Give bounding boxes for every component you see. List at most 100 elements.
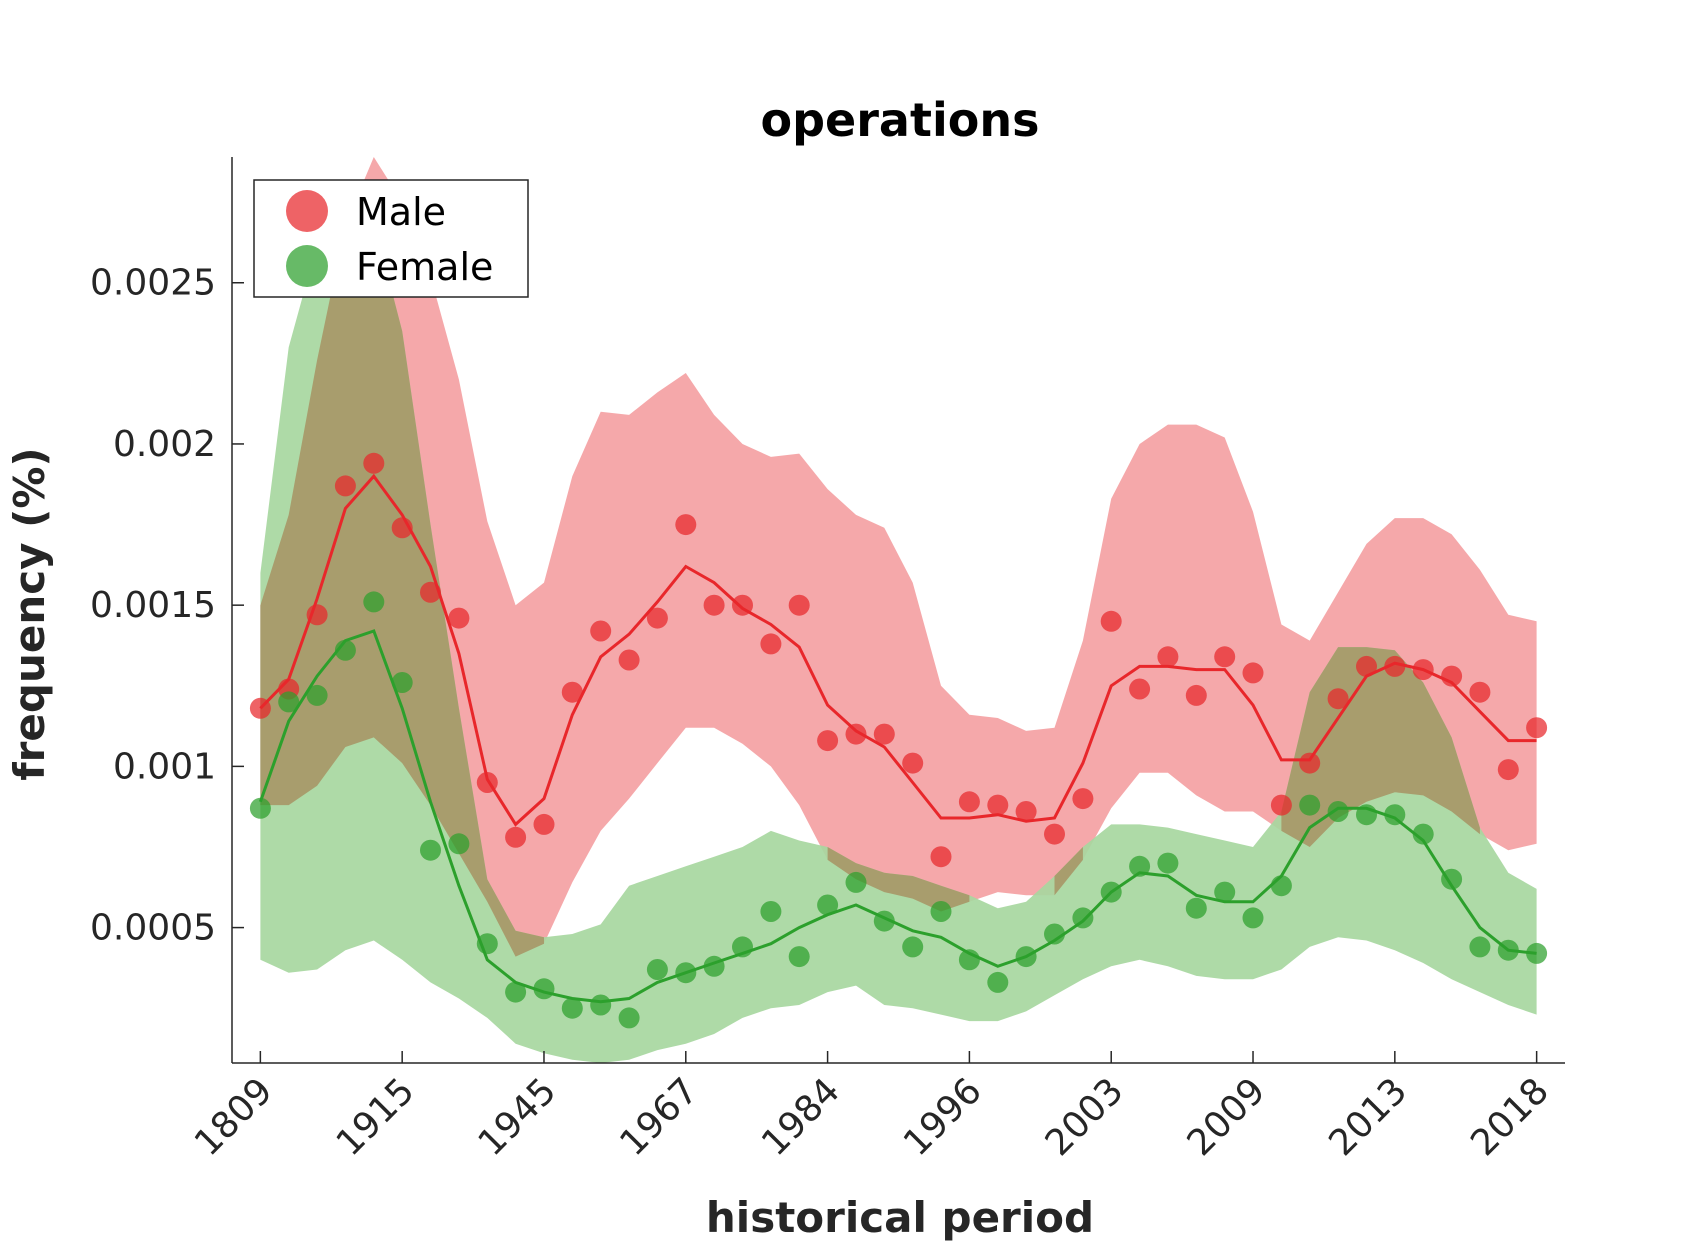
male-data-point — [1185, 684, 1207, 706]
male-data-point — [334, 475, 356, 497]
band-overlap — [1054, 847, 1083, 896]
chart-title: operations — [761, 93, 1040, 147]
male-data-point — [1100, 610, 1122, 632]
legend: Male Female — [253, 179, 529, 298]
male-data-point — [1157, 646, 1179, 668]
male-data-point — [533, 813, 555, 835]
female-data-point — [1214, 881, 1236, 903]
male-data-point — [703, 594, 725, 616]
female-data-point — [1327, 801, 1349, 822]
band-overlap — [260, 221, 544, 957]
female-confidence-band — [260, 205, 1537, 1063]
plot-area — [249, 157, 1548, 1063]
female-data-point — [505, 981, 527, 1003]
male-data-point — [1384, 655, 1406, 677]
female-data-point — [845, 871, 867, 893]
male-data-point — [1129, 678, 1151, 700]
female-data-point — [987, 971, 1009, 993]
female-data-point — [1129, 855, 1151, 877]
female-data-point — [1242, 907, 1264, 929]
female-data-point — [391, 672, 413, 693]
female-data-point — [1299, 794, 1321, 816]
legend-female-label: Female — [356, 245, 493, 289]
male-data-point — [561, 681, 583, 703]
x-tick-label: 2018 — [1463, 1070, 1557, 1164]
x-tick-label: 2013 — [1321, 1070, 1415, 1164]
female-data-point — [1044, 923, 1065, 945]
male-data-point — [1015, 801, 1037, 822]
female-data-point — [1412, 823, 1434, 845]
male-data-point — [448, 607, 470, 629]
female-data-point — [306, 684, 328, 706]
x-tick-label: 1809 — [187, 1070, 281, 1164]
female-data-point — [902, 936, 924, 958]
male-data-point — [1072, 788, 1094, 810]
male-data-point — [675, 514, 697, 536]
male-data-point — [505, 826, 527, 848]
female-data-point — [448, 833, 470, 855]
female-data-point — [1384, 804, 1406, 826]
female-data-point — [1185, 897, 1207, 919]
female-data-point — [930, 901, 952, 922]
male-data-point — [873, 723, 895, 745]
female-data-point — [646, 959, 668, 980]
male-data-point — [1270, 794, 1292, 816]
female-data-point — [278, 691, 300, 713]
male-data-point — [845, 723, 867, 745]
male-data-point — [1214, 646, 1236, 668]
female-data-point — [249, 797, 271, 819]
male-data-point — [902, 752, 924, 774]
female-data-point — [817, 894, 839, 916]
male-data-point — [1299, 752, 1321, 774]
band-overlap — [827, 847, 970, 912]
male-confidence-band — [260, 157, 1537, 957]
male-data-point — [1356, 655, 1377, 677]
female-data-point — [1469, 936, 1491, 958]
female-data-point — [1441, 868, 1463, 890]
male-data-point — [987, 794, 1009, 816]
male-data-point — [930, 846, 952, 868]
male-data-point — [1044, 823, 1065, 845]
male-data-point — [760, 633, 782, 655]
y-tick-label: 0.001 — [113, 746, 216, 787]
female-data-point — [590, 994, 612, 1016]
male-data-point — [618, 649, 640, 671]
x-tick-label: 2009 — [1180, 1070, 1274, 1164]
legend-female-marker — [286, 245, 328, 287]
x-tick-label: 1915 — [329, 1070, 423, 1164]
female-trend-line — [258, 629, 1537, 1004]
x-axis-label: historical period — [706, 1193, 1094, 1242]
male-data-point — [1526, 717, 1548, 739]
x-tick-label: 1996 — [896, 1070, 990, 1164]
legend-male-marker — [286, 190, 328, 232]
female-data-point — [1270, 875, 1292, 897]
male-data-point — [958, 791, 980, 813]
female-data-point — [561, 997, 583, 1019]
x-tick-label: 2003 — [1038, 1070, 1132, 1164]
male-data-point — [1497, 759, 1519, 781]
male-data-point — [363, 452, 385, 474]
x-tick-label: 1967 — [612, 1070, 706, 1164]
y-axis-label: frequency (%) — [5, 447, 54, 780]
y-tick-label: 0.0005 — [90, 908, 216, 949]
male-data-point — [1327, 688, 1349, 710]
female-data-point — [618, 1007, 640, 1029]
female-data-point — [788, 946, 810, 968]
female-data-point — [760, 901, 782, 922]
male-data-point — [646, 607, 668, 629]
y-tick-label: 0.0025 — [90, 263, 216, 304]
x-tick-label: 1945 — [471, 1070, 565, 1164]
male-data-point — [590, 620, 612, 642]
female-data-point — [363, 591, 385, 613]
x-tick-label: 1984 — [754, 1070, 848, 1164]
legend-male-label: Male — [356, 190, 446, 234]
female-data-point — [420, 839, 441, 861]
male-data-point — [788, 594, 810, 616]
female-data-point — [1157, 852, 1179, 874]
male-data-point — [817, 730, 839, 752]
male-data-point — [1469, 681, 1491, 703]
male-trend-line — [259, 473, 1537, 827]
y-tick-label: 0.0015 — [90, 585, 216, 626]
male-data-point — [1242, 662, 1264, 684]
